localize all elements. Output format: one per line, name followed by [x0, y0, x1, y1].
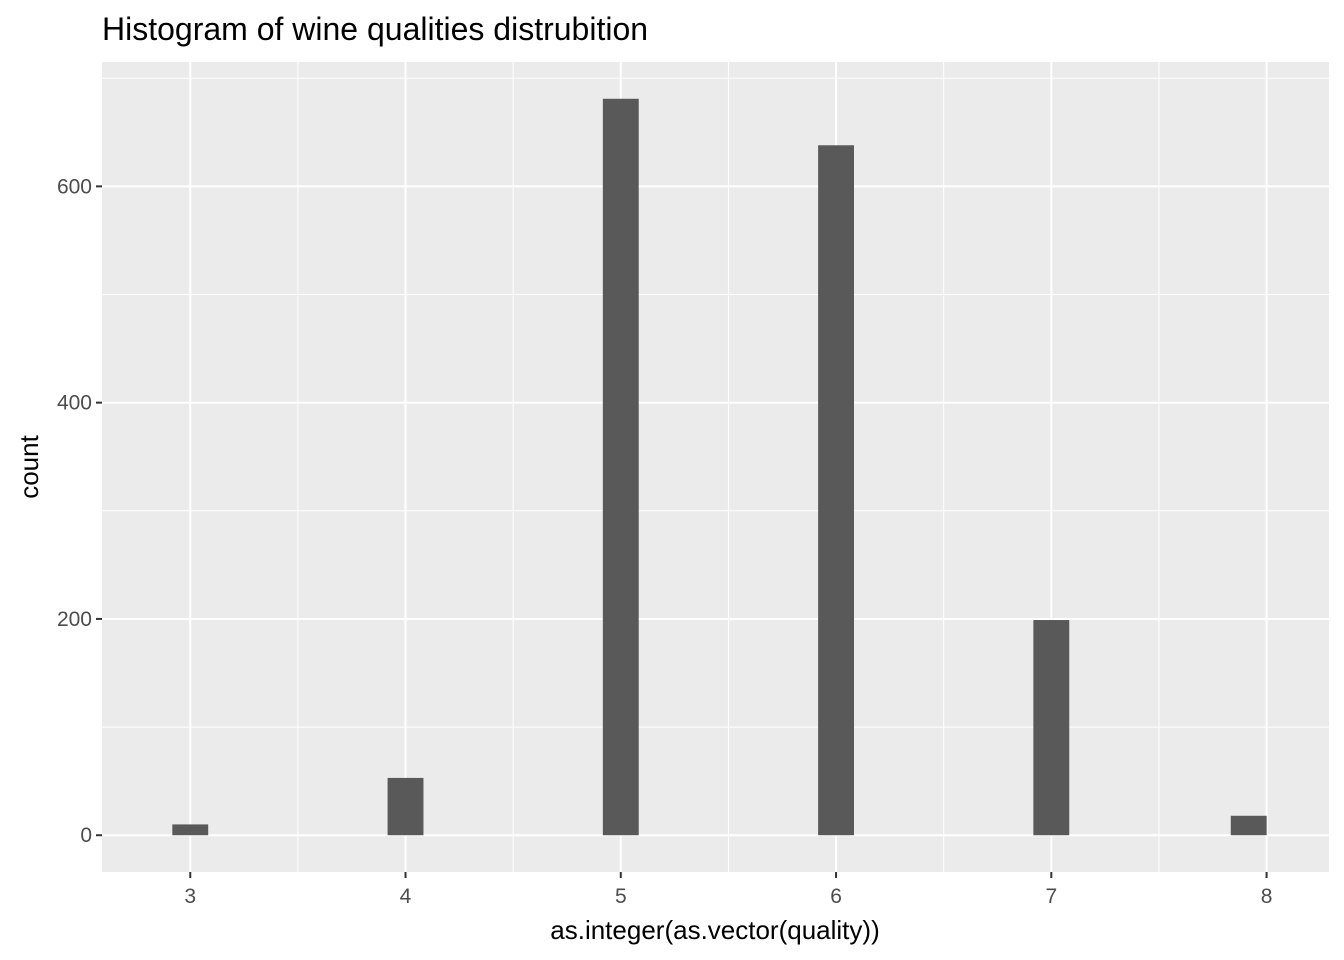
x-tick-label-5: 5: [615, 885, 627, 908]
y-tick-label-600: 600: [57, 175, 92, 198]
x-tick-label-6: 6: [830, 885, 842, 908]
histogram-bars: [172, 98, 1267, 836]
histogram-bar: [1033, 620, 1070, 836]
plot-panel: [102, 62, 1329, 872]
x-axis-title: as.integer(as.vector(quality)): [550, 915, 879, 945]
y-axis-title: count: [14, 434, 44, 498]
histogram-bar: [172, 824, 209, 836]
y-tick-label-200: 200: [57, 608, 92, 631]
histogram-bar: [602, 98, 639, 836]
histogram-bar: [387, 777, 424, 836]
histogram-bar: [1230, 815, 1267, 836]
chart-title: Histogram of wine qualities distrubition: [102, 11, 648, 47]
x-tick-label-8: 8: [1261, 885, 1273, 908]
x-tick-label-4: 4: [400, 885, 412, 908]
y-tick-label-400: 400: [57, 392, 92, 415]
y-tick-label-0: 0: [80, 824, 92, 847]
x-tick-label-3: 3: [184, 885, 196, 908]
histogram-bar: [818, 145, 854, 836]
x-axis: 3 4 5 6 7 8: [184, 872, 1272, 908]
x-tick-label-7: 7: [1045, 885, 1057, 908]
y-axis: 0 200 400 600: [57, 175, 102, 847]
minor-gridlines: [102, 62, 1329, 872]
